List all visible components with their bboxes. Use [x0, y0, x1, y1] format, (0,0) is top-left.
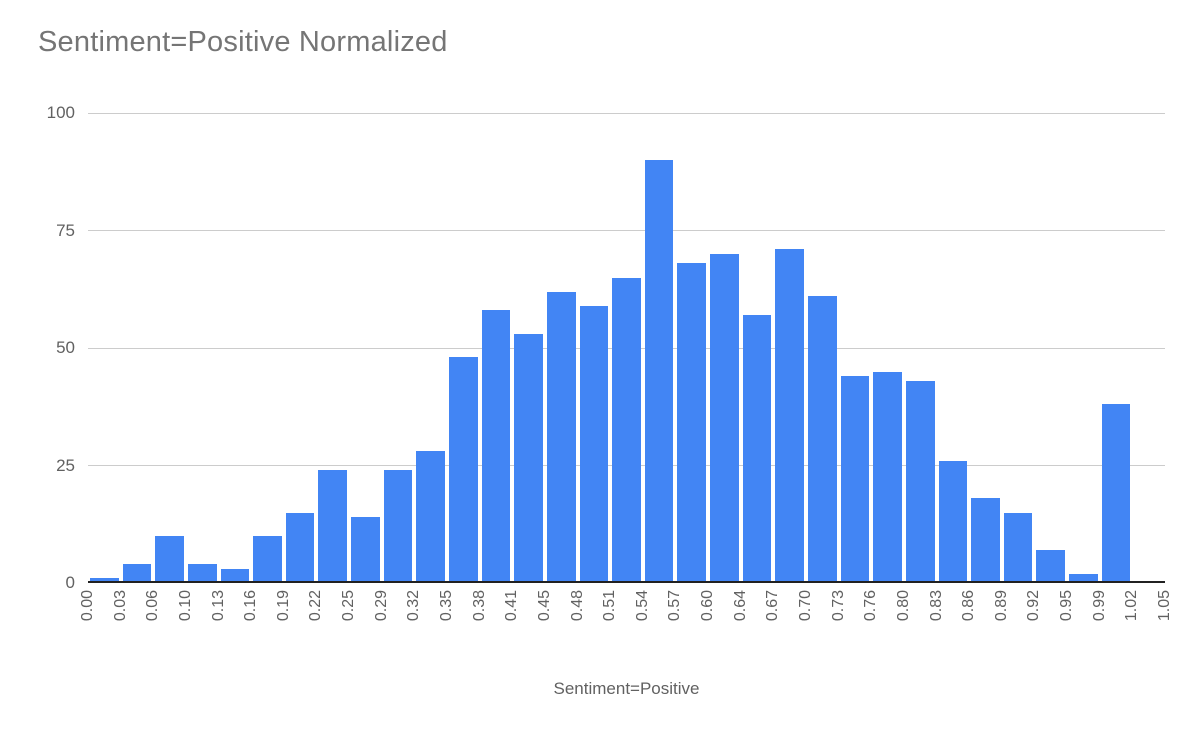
- histogram-bar: [122, 564, 152, 583]
- histogram-bar: [677, 263, 707, 583]
- histogram-bar: [873, 371, 902, 583]
- histogram-bar: [579, 305, 609, 583]
- histogram-bar: [546, 291, 576, 583]
- histogram-bar: [449, 357, 478, 583]
- histogram-bar: [318, 470, 348, 583]
- histogram-bar: [155, 536, 184, 583]
- histogram-bar: [905, 380, 935, 583]
- histogram-bar: [187, 564, 217, 583]
- x-axis-line: [88, 581, 1165, 583]
- plot-area: [88, 112, 1165, 583]
- histogram-bar: [742, 315, 772, 583]
- chart-title: Sentiment=Positive Normalized: [38, 26, 448, 58]
- gridline: [88, 112, 1165, 114]
- histogram-bar: [840, 376, 870, 583]
- histogram-bar: [1036, 550, 1066, 583]
- histogram-bar: [253, 536, 282, 583]
- gridline: [88, 230, 1165, 231]
- histogram-bar: [514, 333, 543, 583]
- histogram-bar: [1069, 573, 1098, 583]
- y-tick-label: 0: [65, 573, 75, 592]
- histogram-bar: [416, 451, 445, 583]
- histogram-bar: [612, 277, 641, 583]
- histogram-bar: [90, 578, 119, 583]
- histogram-bar: [481, 310, 511, 583]
- histogram-bar: [383, 470, 413, 583]
- histogram-bar: [644, 160, 674, 583]
- histogram-bar: [285, 512, 315, 583]
- histogram-bar: [710, 254, 739, 583]
- histogram-bar: [775, 249, 804, 583]
- y-tick-label: 50: [56, 338, 75, 357]
- histogram-bar: [971, 498, 1000, 583]
- y-tick-label: 75: [56, 220, 75, 240]
- histogram-bar: [1101, 404, 1131, 583]
- y-tick-label: 100: [46, 103, 75, 122]
- x-axis-title: Sentiment=Positive: [553, 679, 700, 698]
- histogram-bar: [1003, 512, 1033, 583]
- histogram-bar: [220, 568, 250, 583]
- histogram-bar: [351, 517, 380, 583]
- histogram-bar: [938, 460, 968, 583]
- histogram-bar: [808, 296, 837, 583]
- y-tick-label: 25: [56, 455, 75, 475]
